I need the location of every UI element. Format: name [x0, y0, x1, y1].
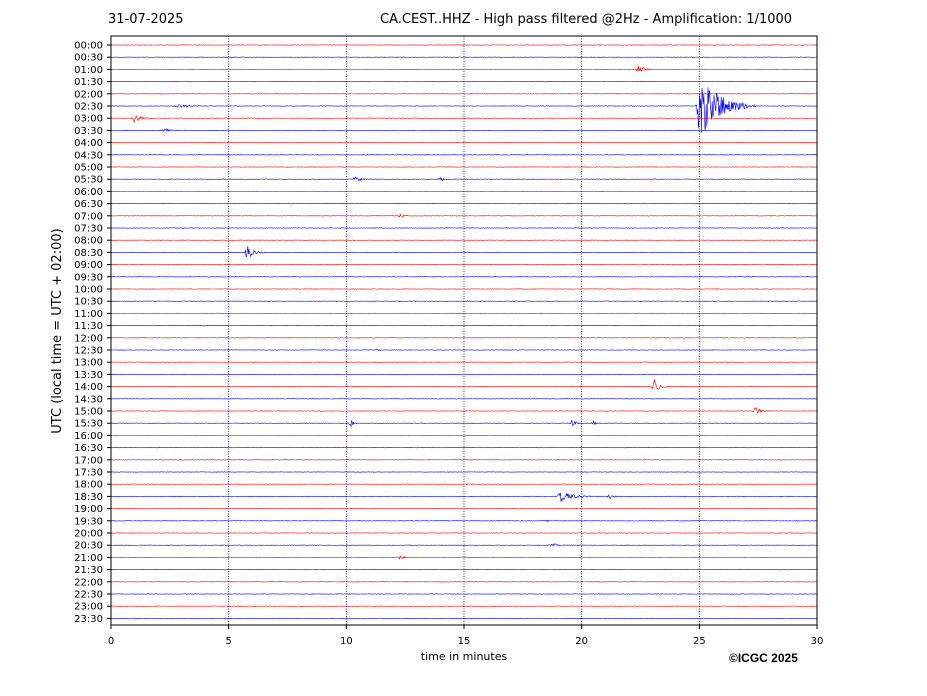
y-tick-label: 10:00: [74, 285, 103, 296]
y-tick-label: 12:00: [74, 333, 103, 344]
y-tick-label: 17:00: [74, 455, 103, 466]
y-tick-label: 10:30: [74, 297, 103, 308]
y-tick-label: 11:30: [74, 321, 103, 332]
y-tick-label: 05:30: [74, 175, 103, 186]
y-tick-label: 06:30: [74, 199, 103, 210]
copyright-text: ©ICGC 2025: [729, 651, 798, 665]
y-tick-label: 19:30: [74, 516, 103, 527]
trace-line-0830: [110, 246, 817, 258]
y-axis-label: UTC (local time = UTC + 02:00): [50, 228, 65, 433]
x-tick-label: 20: [575, 636, 588, 647]
trace-line-1400: [110, 379, 817, 390]
y-tick-label: 02:00: [74, 89, 103, 100]
y-tick-label: 09:00: [74, 260, 103, 271]
y-tick-label: 17:30: [74, 468, 103, 479]
y-tick-label: 18:00: [74, 480, 103, 491]
trace-line-1930: [110, 519, 817, 523]
y-tick-label: 22:30: [74, 590, 103, 601]
chart-title: CA.CEST..HHZ - High pass filtered @2Hz -…: [380, 12, 793, 27]
y-tick-label: 14:30: [74, 394, 103, 405]
x-tick-label: 25: [693, 636, 706, 647]
y-tick-label: 00:00: [74, 41, 103, 52]
x-tick-label: 0: [108, 636, 114, 647]
y-tick-label: 02:30: [74, 102, 103, 113]
y-tick-label: 06:00: [74, 187, 103, 198]
trace-line-1530: [110, 420, 817, 427]
y-tick-label: 07:00: [74, 211, 103, 222]
y-tick-label: 15:30: [74, 419, 103, 430]
trace-line-0100: [110, 65, 817, 72]
trace-line-0230: [110, 87, 817, 133]
y-tick-label: 03:00: [74, 114, 103, 125]
y-tick-label: 20:30: [74, 541, 103, 552]
y-tick-label: 07:30: [74, 224, 103, 235]
y-tick-label: 20:00: [74, 529, 103, 540]
trace-line-1830: [110, 492, 817, 502]
y-tick-label: 16:30: [74, 443, 103, 454]
y-tick-label: 23:30: [74, 614, 103, 625]
y-tick-label: 03:30: [74, 126, 103, 137]
x-tick-label: 10: [340, 636, 353, 647]
trace-line-0530: [110, 176, 817, 182]
y-tick-label: 00:30: [74, 53, 103, 64]
y-tick-label: 13:00: [74, 358, 103, 369]
trace-line-0330: [110, 128, 817, 133]
y-tick-label: 21:00: [74, 553, 103, 564]
y-tick-label: 19:00: [74, 504, 103, 515]
x-tick-label: 5: [225, 636, 231, 647]
y-tick-label: 01:30: [74, 77, 103, 88]
chart-date: 31-07-2025: [108, 12, 184, 27]
y-tick-label: 15:00: [74, 407, 103, 418]
x-tick-label: 15: [458, 636, 471, 647]
y-tick-label: 05:00: [74, 163, 103, 174]
y-tick-label: 01:00: [74, 65, 103, 76]
x-axis-ticks: 0 5 10 15 20 25 30: [108, 625, 824, 647]
y-tick-label: 18:30: [74, 492, 103, 503]
y-tick-label: 21:30: [74, 565, 103, 576]
y-tick-label: 22:00: [74, 577, 103, 588]
traces-layer: [110, 44, 817, 620]
y-tick-label: 09:30: [74, 272, 103, 283]
y-tick-label: 04:30: [74, 150, 103, 161]
y-tick-label: 12:30: [74, 346, 103, 357]
y-tick-label: 04:00: [74, 138, 103, 149]
y-tick-label: 08:30: [74, 248, 103, 259]
y-tick-label: 16:00: [74, 431, 103, 442]
x-tick-label: 30: [811, 636, 824, 647]
trace-line-0300: [110, 115, 817, 123]
y-tick-label: 08:00: [74, 236, 103, 247]
y-tick-label: 13:30: [74, 370, 103, 381]
trace-line-2030: [110, 543, 817, 547]
trace-line-0700: [110, 213, 817, 218]
plot-frame: [110, 35, 818, 626]
y-tick-label: 11:00: [74, 309, 103, 320]
trace-line-1230: [110, 348, 817, 352]
y-tick-label: 23:00: [74, 602, 103, 613]
x-axis-label: time in minutes: [421, 650, 508, 663]
y-tick-label: 14:00: [74, 382, 103, 393]
trace-line-2100: [110, 555, 817, 560]
trace-line-1500: [110, 407, 817, 414]
vertical-gridlines: [228, 36, 700, 625]
